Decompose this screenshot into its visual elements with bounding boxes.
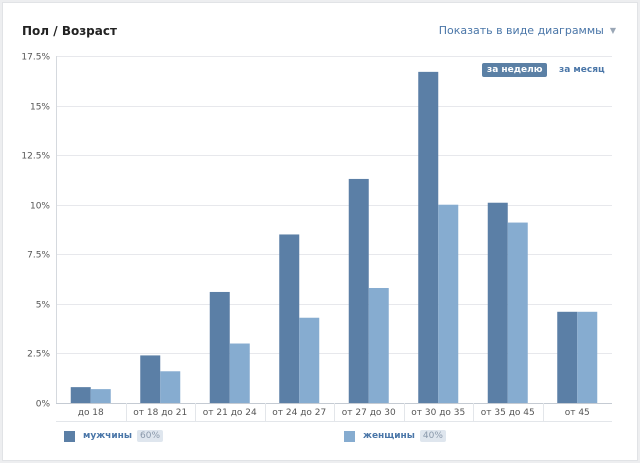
chart-card [3, 3, 637, 460]
x-tick-label: от 21 до 24 [203, 408, 257, 418]
y-tick-label: 10% [30, 202, 50, 212]
legend-item-men[interactable]: мужчины 60% [64, 430, 164, 442]
bar-men [487, 202, 508, 403]
bar-women [90, 389, 111, 403]
y-tick-label: 17.5% [21, 53, 50, 63]
bar-men [348, 178, 369, 403]
chevron-down-icon: ▼ [609, 26, 616, 35]
bar-women [507, 222, 528, 403]
bar-women [229, 343, 250, 403]
y-tick-label: 7.5% [27, 251, 50, 261]
show-as-label: Показать в виде диаграммы [438, 24, 604, 37]
bar-men [557, 311, 578, 403]
show-as-chart-dropdown[interactable]: Показать в виде диаграммы ▼ [439, 24, 616, 37]
x-tick-label: от 35 до 45 [481, 408, 535, 418]
x-tick-label: до 18 [78, 408, 104, 418]
x-tick-label: от 30 до 35 [411, 408, 465, 418]
legend-percent-men: 60% [137, 430, 164, 442]
bar-women [299, 317, 320, 403]
period-week-button[interactable]: за неделю [482, 63, 548, 77]
bar-women [577, 311, 598, 403]
x-tick-label: от 27 до 30 [342, 408, 396, 418]
legend-label-women: женщины [363, 431, 415, 441]
bar-men [70, 387, 91, 403]
bar-women [160, 371, 181, 403]
bar-women [438, 204, 459, 403]
bar-women [368, 287, 389, 403]
legend-percent-women: 40% [419, 430, 446, 442]
x-tick-label: от 45 [565, 408, 590, 418]
bar-men [140, 355, 161, 403]
x-tick-label: от 18 до 21 [133, 408, 187, 418]
legend-swatch-men [64, 430, 75, 442]
bar-men [418, 71, 439, 403]
y-tick-label: 12.5% [21, 152, 50, 162]
page-title: Пол / Возраст [22, 24, 117, 38]
legend-swatch-women [344, 430, 355, 442]
bar-men [209, 291, 230, 403]
period-month-button[interactable]: за месяц [559, 65, 605, 75]
legend-item-women[interactable]: женщины 40% [344, 430, 446, 442]
y-tick-label: 5% [36, 301, 51, 311]
y-tick-label: 0% [36, 400, 51, 410]
y-tick-label: 2.5% [27, 350, 50, 360]
legend-label-men: мужчины [83, 431, 133, 441]
x-tick-label: от 24 до 27 [272, 408, 326, 418]
y-tick-label: 15% [30, 103, 50, 113]
bar-men [279, 234, 300, 403]
